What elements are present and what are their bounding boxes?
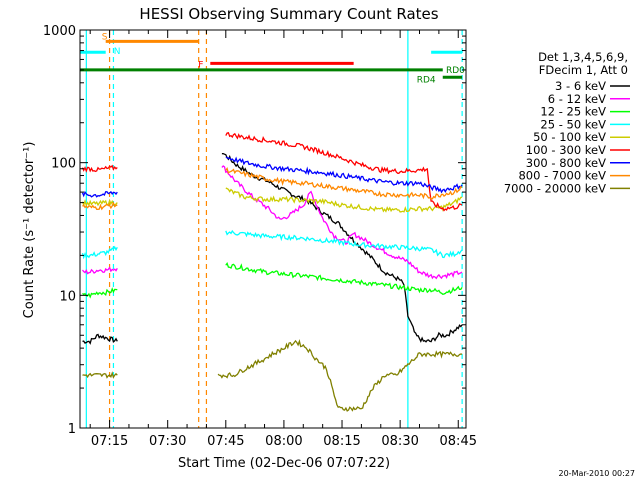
flag-label: N [114,47,121,57]
series-line-12-25-kev [82,287,118,299]
legend-label: 100 - 300 keV [526,143,606,157]
series-line-300-800-kev [225,156,463,194]
series-line-6-12-kev [82,266,118,275]
flag-label: RD4 [417,75,436,85]
flag-label: RD0 [446,66,465,76]
flag-label: F [198,60,203,70]
legend-label: 7000 - 20000 keV [504,181,606,195]
series-line-100-300-kev [81,164,118,173]
y-tick-label: 10 [59,289,76,304]
x-tick-label: 08:15 [323,434,360,449]
footer-date: 20-Mar-2010 00:27 [559,469,636,478]
x-tick-labels: 07:15 07:30 07:45 08:00 08:15 08:30 08:45 [91,434,477,449]
y-tick-label: 100 [51,157,76,172]
legend-label: 3 - 6 keV [555,79,606,93]
legend-header: FDecim 1, Att 0 [539,63,628,77]
y-tick-labels: 1 10 100 1000 [43,24,76,437]
x-tick-label: 07:15 [91,434,128,449]
legend-label: 50 - 100 keV [533,130,606,144]
axes-frame [79,29,467,429]
y-axis-label: Count Rate (s⁻¹ detector⁻¹) [22,142,37,319]
series-line-7000-20000-kev [82,371,118,379]
series-line-25-50-kev [225,229,463,259]
series-line-3-6-kev [221,152,463,343]
series-line-50-100-kev [81,198,118,208]
x-tick-label: 07:45 [207,434,244,449]
flag-label: S [102,32,108,42]
y-tick-label: 1000 [43,24,76,39]
x-tick-label: 08:30 [381,434,418,449]
x-tick-label: 07:30 [149,434,186,449]
legend-label: 800 - 7000 keV [518,169,606,183]
flag-bars: SN F RD0 RD4 [80,32,465,85]
vertical-markers [85,30,463,428]
plot-frame [79,29,467,429]
series-line-800-7000-kev [82,201,118,211]
series-line-6-12-kev [221,165,463,280]
y-tick-label: 1 [68,422,76,437]
series-line-300-800-kev [81,190,118,198]
series-line-7000-20000-kev [217,339,463,412]
legend: Det 1,3,4,5,6,9,FDecim 1, Att 0 3 - 6 keV… [504,50,630,195]
legend-header: Det 1,3,4,5,6,9, [538,50,628,64]
x-tick-label: 08:45 [440,434,477,449]
legend-label: 300 - 800 keV [526,156,606,170]
series-line-100-300-kev [225,132,463,212]
series-line-12-25-kev [225,262,463,296]
legend-label: 6 - 12 keV [548,92,606,106]
series-lines [81,132,463,412]
series-line-25-50-kev [81,245,118,260]
legend-label: 12 - 25 keV [540,105,606,119]
legend-label: 25 - 50 keV [540,117,606,131]
chart-title: HESSI Observing Summary Count Rates [139,5,438,23]
series-line-800-7000-kev [225,167,463,200]
x-axis-label: Start Time (02-Dec-06 07:07:22) [178,456,390,471]
series-line-3-6-kev [82,333,118,345]
series-line-50-100-kev [225,187,463,213]
x-tick-label: 08:00 [265,434,302,449]
